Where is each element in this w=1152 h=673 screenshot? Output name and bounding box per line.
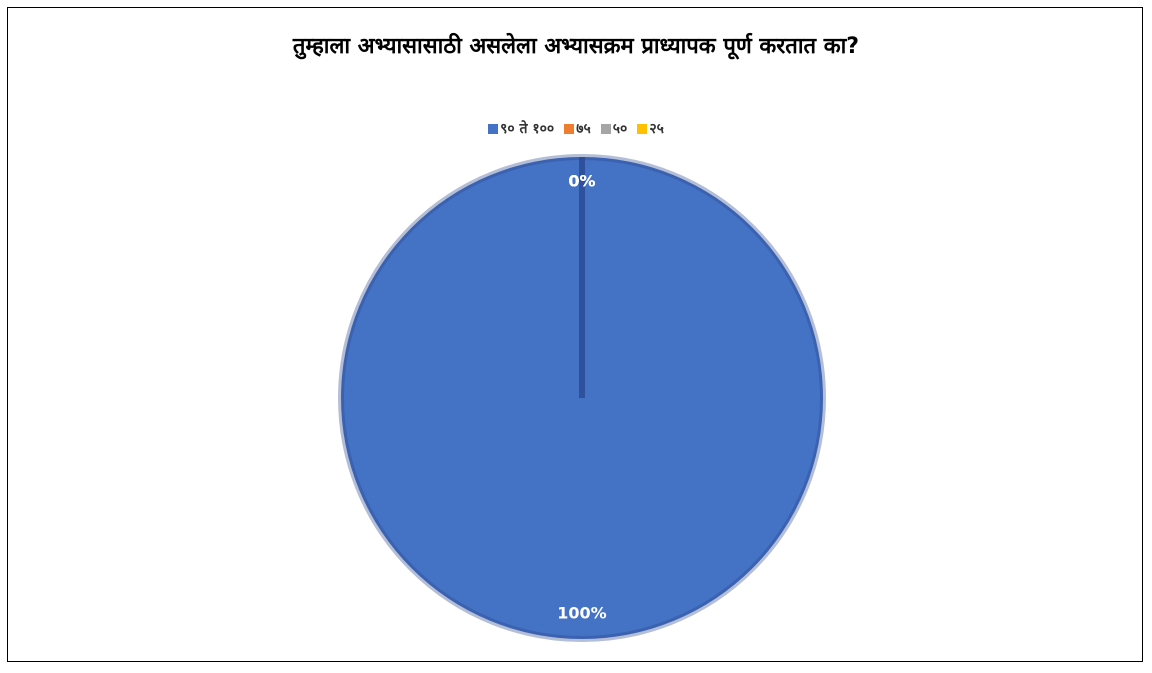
legend-item: ५०: [600, 119, 628, 138]
legend-label: ७५: [576, 121, 591, 137]
legend-item: २५: [637, 119, 664, 138]
legend-swatch: [488, 123, 499, 134]
data-label: 0%: [568, 172, 595, 191]
chart-title: तुम्हाला अभ्यासासाठी असलेला अभ्यासक्रम प…: [292, 34, 860, 59]
pie-slice: [338, 154, 826, 642]
data-label: 0%: [568, 172, 595, 191]
legend-label: २५: [649, 121, 664, 137]
legend-swatch: [564, 123, 575, 134]
data-label: 100%: [557, 604, 606, 623]
legend-label: ९० ते १००: [500, 121, 555, 137]
legend-label: ५०: [612, 121, 628, 137]
legend-swatch: [600, 123, 611, 134]
legend: ९० ते १०० ७५ ५० २५: [0, 119, 1152, 138]
data-label: 0%: [568, 172, 595, 191]
chart-frame: [7, 7, 1143, 662]
legend-swatch: [637, 123, 648, 134]
legend-item: ७५: [564, 119, 591, 138]
legend-item: ९० ते १००: [488, 119, 554, 138]
